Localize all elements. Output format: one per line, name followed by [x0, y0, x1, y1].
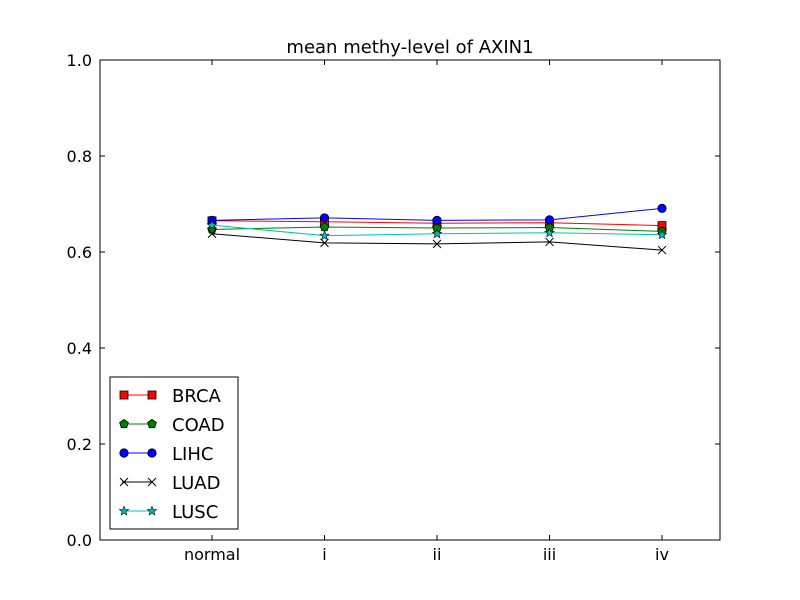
legend-marker [146, 505, 158, 516]
data-point-luad [320, 238, 329, 248]
legend-item-lusc: LUSC [118, 502, 218, 523]
data-point-luad [545, 237, 554, 247]
legend-marker [118, 505, 130, 516]
legend-item-coad: COAD [119, 415, 225, 436]
legend-item-brca: BRCA [119, 386, 222, 407]
series-line-luad [211, 233, 663, 251]
plot-frame [99, 59, 721, 541]
data-point-lihc [432, 215, 442, 225]
data-point-lusc [656, 229, 668, 240]
data-point-lusc [319, 230, 330, 241]
legend: BRCA COAD LIHC LUAD LUSC [109, 376, 239, 530]
legend-marker [147, 418, 157, 429]
series-luad [207, 229, 667, 255]
series-lihc [207, 203, 667, 225]
y-tick-label: 0.6 [67, 243, 92, 262]
legend-label: BRCA [172, 386, 222, 407]
legend-label: LUAD [172, 473, 220, 494]
data-point-lusc [206, 219, 218, 230]
data-point-lihc [657, 203, 667, 213]
legend-item-luad: LUAD [119, 473, 220, 494]
y-tick-label: 1.0 [67, 51, 92, 70]
legend-label: LUSC [172, 502, 218, 523]
series-lusc [206, 219, 668, 241]
x-tick-label: iii [543, 545, 556, 564]
y-tick-label: 0.8 [67, 147, 92, 166]
legend-marker [147, 448, 157, 458]
data-point-luad [432, 239, 442, 249]
series-layer [206, 203, 668, 255]
data-point-lihc [544, 215, 555, 225]
legend-item-lihc: LIHC [119, 444, 213, 465]
legend-marker [147, 477, 157, 487]
legend-marker [119, 390, 129, 400]
data-point-lusc [544, 227, 555, 238]
data-point-lihc [319, 213, 330, 223]
data-point-lusc [431, 228, 443, 239]
x-tick-label: i [322, 545, 326, 564]
legend-marker [119, 418, 129, 429]
legend-marker [119, 477, 129, 487]
legend-label: LIHC [172, 444, 213, 465]
y-tick-label: 0.2 [67, 435, 92, 454]
data-point-luad [207, 229, 217, 239]
chart-title: mean methy-level of AXIN1 [286, 37, 533, 58]
data-point-luad [657, 245, 667, 255]
x-tick-label: ii [433, 545, 442, 564]
legend-marker [147, 390, 157, 400]
y-tick-label: 0.4 [67, 339, 92, 358]
y-tick-label: 0.0 [67, 531, 92, 550]
legend-marker [119, 448, 129, 458]
x-tick-label: iv [655, 545, 669, 564]
x-tick-label: normal [184, 545, 240, 564]
legend-label: COAD [172, 415, 225, 436]
